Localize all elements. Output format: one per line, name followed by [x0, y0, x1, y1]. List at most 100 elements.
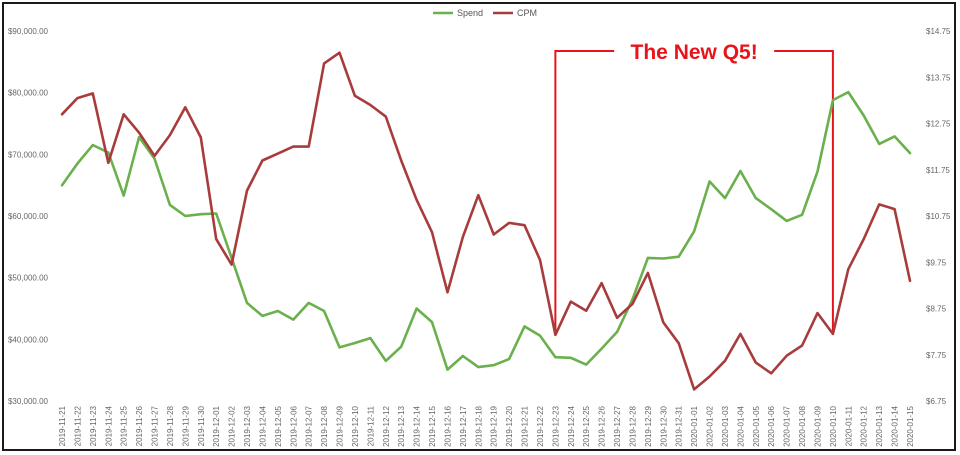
y-right-tick-label: $6.75: [926, 397, 947, 406]
data-point-cpm: [585, 310, 587, 312]
series-line-spend: [60, 90, 912, 371]
data-point-cpm: [153, 155, 156, 157]
data-point-spend: [107, 151, 110, 154]
x-tick-label: 2019-12-18: [474, 405, 483, 446]
x-tick-label: 2020-01-13: [875, 405, 884, 446]
legend-label-spend: Spend: [457, 8, 483, 18]
data-point-cpm: [230, 263, 233, 266]
x-tick-label: 2019-12-17: [459, 405, 468, 446]
data-point-cpm: [169, 134, 171, 136]
data-point-cpm: [600, 282, 603, 284]
y-right-tick-label: $7.75: [926, 351, 947, 360]
data-point-cpm: [878, 203, 880, 206]
x-tick-label: 2019-12-09: [336, 405, 345, 446]
legend: Spend CPM: [433, 8, 537, 18]
data-point-cpm: [107, 162, 110, 164]
data-point-spend: [847, 91, 850, 93]
x-tick-label: 2019-12-06: [289, 405, 298, 446]
legend-label-cpm: CPM: [517, 8, 537, 18]
data-point-spend: [878, 143, 880, 145]
y-left-tick-label: $60,000.00: [8, 212, 49, 221]
data-point-cpm: [200, 136, 202, 139]
data-point-spend: [200, 213, 202, 215]
data-point-spend: [508, 358, 510, 360]
data-point-cpm: [724, 360, 726, 362]
x-tick-label: 2019-12-30: [659, 405, 668, 446]
x-tick-label: 2019-11-28: [166, 405, 175, 446]
data-point-spend: [585, 363, 587, 366]
data-point-spend: [215, 212, 217, 215]
data-point-spend: [385, 360, 387, 362]
series-layer: [60, 51, 912, 391]
x-tick-label: 2019-12-22: [536, 405, 545, 446]
x-tick-label: 2020-01-09: [813, 405, 822, 446]
x-tick-label: 2019-12-23: [551, 405, 560, 446]
data-point-cpm: [554, 334, 557, 336]
data-point-cpm: [862, 238, 865, 240]
data-point-spend: [400, 345, 403, 348]
x-tick-label: 2019-12-21: [521, 405, 530, 446]
data-point-cpm: [832, 333, 834, 335]
data-point-cpm: [277, 152, 279, 155]
data-point-cpm: [477, 194, 480, 196]
data-point-spend: [755, 197, 757, 199]
data-point-cpm: [369, 104, 372, 106]
data-point-cpm: [616, 317, 618, 319]
x-tick-label: 2019-12-10: [351, 405, 360, 446]
data-point-cpm: [739, 333, 742, 335]
data-point-spend: [616, 331, 618, 333]
data-point-cpm: [354, 95, 356, 97]
data-point-cpm: [76, 97, 79, 99]
y-right-tick-label: $9.75: [926, 258, 947, 267]
data-point-spend: [415, 307, 418, 310]
x-tick-label: 2020-01-11: [844, 405, 853, 446]
data-point-spend: [554, 356, 557, 359]
data-point-cpm: [184, 106, 187, 109]
x-tick-label: 2020-01-12: [860, 405, 869, 446]
x-tick-label: 2019-12-27: [613, 405, 622, 446]
data-point-spend: [92, 144, 94, 146]
x-tick-label: 2020-01-10: [829, 405, 838, 446]
x-tick-label: 2019-11-25: [120, 405, 129, 446]
data-point-cpm: [785, 354, 788, 357]
data-point-cpm: [677, 342, 680, 345]
data-point-spend: [138, 136, 140, 138]
x-tick-label: 2019-11-26: [135, 405, 144, 446]
x-tick-label: 2019-12-24: [567, 405, 576, 446]
data-point-spend: [693, 230, 695, 233]
data-point-cpm: [462, 236, 464, 238]
data-point-cpm: [693, 388, 695, 391]
data-point-cpm: [61, 113, 63, 116]
data-point-spend: [462, 355, 464, 357]
data-point-spend: [169, 204, 171, 206]
data-point-spend: [431, 321, 433, 323]
y-right-tick-label: $13.75: [926, 73, 951, 82]
y-right-tick-label: $8.75: [926, 305, 947, 314]
x-tick-label: 2020-01-07: [783, 405, 792, 446]
data-point-cpm: [893, 208, 896, 210]
data-point-cpm: [92, 92, 94, 95]
data-point-spend: [570, 357, 572, 359]
data-point-cpm: [539, 259, 541, 261]
x-tick-label: 2019-12-02: [228, 405, 237, 446]
data-point-cpm: [508, 222, 510, 224]
x-tick-label: 2019-12-28: [628, 405, 637, 446]
data-point-spend: [477, 366, 480, 368]
y-left-tick-label: $80,000.00: [8, 89, 49, 98]
x-tick-label: 2019-11-27: [151, 405, 160, 446]
data-point-cpm: [801, 344, 803, 347]
data-point-spend: [739, 170, 742, 172]
x-tick-label: 2020-01-04: [736, 405, 745, 446]
y-left-tick-label: $50,000.00: [8, 274, 49, 283]
data-point-spend: [893, 135, 896, 138]
data-point-spend: [677, 255, 680, 258]
data-point-cpm: [770, 372, 772, 375]
y-left-tick-label: $90,000.00: [8, 27, 49, 36]
x-tick-label: 2020-01-15: [906, 405, 915, 446]
data-point-spend: [354, 342, 356, 344]
data-point-cpm: [400, 159, 403, 162]
data-point-spend: [261, 315, 264, 317]
data-point-cpm: [446, 291, 449, 294]
data-point-spend: [338, 346, 341, 349]
